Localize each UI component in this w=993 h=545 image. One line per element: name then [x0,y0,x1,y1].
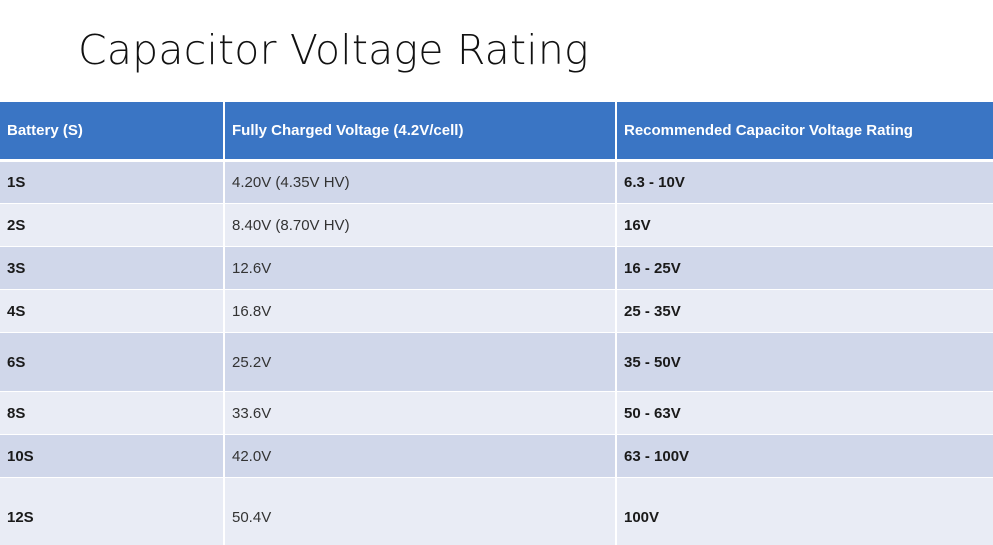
rating-cell: 63 - 100V [616,434,993,478]
voltage-cell: 8.40V (8.70V HV) [224,203,617,247]
rating-cell: 16 - 25V [616,246,993,290]
voltage-cell: 4.20V (4.35V HV) [224,160,617,204]
voltage-cell: 50.4V [224,477,617,545]
voltage-cell: 16.8V [224,289,617,333]
table-row: 12S 50.4V 100V [0,477,993,545]
voltage-cell: 42.0V [224,434,617,478]
table-row: 2S 8.40V (8.70V HV) 16V [0,203,993,247]
table-row: 6S 25.2V 35 - 50V [0,332,993,392]
rating-cell: 35 - 50V [616,332,993,392]
battery-cell: 12S [0,477,225,545]
voltage-cell: 33.6V [224,391,617,435]
rating-cell: 25 - 35V [616,289,993,333]
page-title: Capacitor Voltage Rating [78,26,589,74]
header-fully-charged-voltage: Fully Charged Voltage (4.2V/cell) [224,102,617,162]
capacitor-rating-table: Battery (S) Fully Charged Voltage (4.2V/… [0,102,993,545]
table-row: 8S 33.6V 50 - 63V [0,391,993,435]
rating-cell: 100V [616,477,993,545]
table-row: 10S 42.0V 63 - 100V [0,434,993,478]
battery-cell: 3S [0,246,225,290]
voltage-cell: 12.6V [224,246,617,290]
battery-cell: 6S [0,332,225,392]
header-row: Battery (S) Fully Charged Voltage (4.2V/… [0,102,993,162]
table-row: 3S 12.6V 16 - 25V [0,246,993,290]
rating-cell: 16V [616,203,993,247]
battery-cell: 4S [0,289,225,333]
table-body: 1S 4.20V (4.35V HV) 6.3 - 10V 2S 8.40V (… [0,160,993,545]
header-battery: Battery (S) [0,102,225,162]
rating-cell: 50 - 63V [616,391,993,435]
battery-cell: 2S [0,203,225,247]
battery-cell: 10S [0,434,225,478]
table-row: 4S 16.8V 25 - 35V [0,289,993,333]
battery-cell: 1S [0,160,225,204]
header-recommended-rating: Recommended Capacitor Voltage Rating [616,102,993,162]
rating-cell: 6.3 - 10V [616,160,993,204]
table-row: 1S 4.20V (4.35V HV) 6.3 - 10V [0,160,993,204]
voltage-cell: 25.2V [224,332,617,392]
table-header: Battery (S) Fully Charged Voltage (4.2V/… [0,102,993,162]
battery-cell: 8S [0,391,225,435]
